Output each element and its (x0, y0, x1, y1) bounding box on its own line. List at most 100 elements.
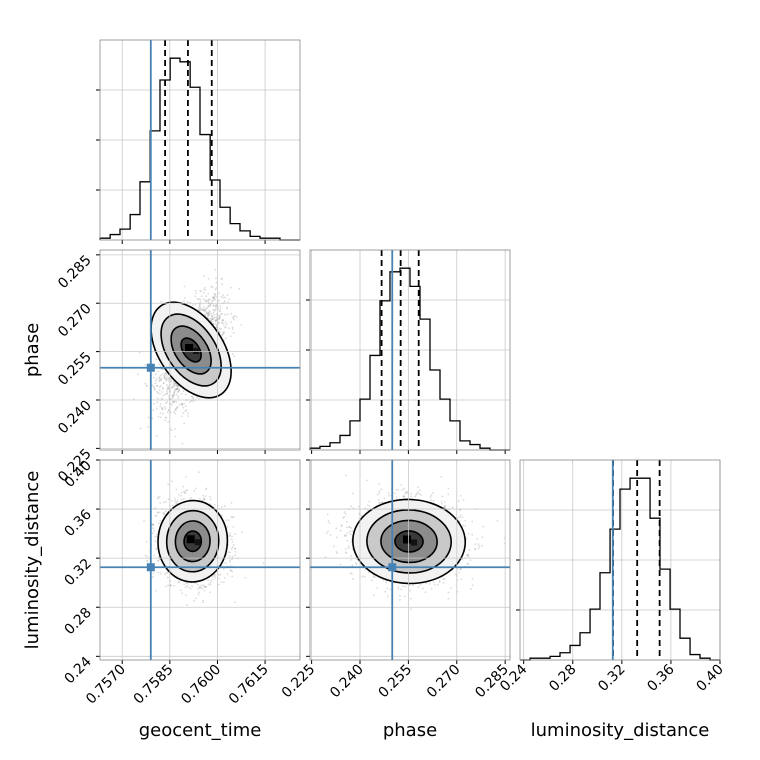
sample-point (205, 488, 208, 491)
sample-point (232, 331, 235, 334)
sample-point (211, 578, 214, 581)
sample-point (171, 385, 174, 388)
sample-point (175, 383, 178, 386)
sample-point (184, 393, 187, 396)
sample-point (207, 292, 209, 295)
sample-point (146, 384, 148, 387)
sample-point (174, 408, 177, 411)
density-peak (186, 535, 195, 544)
sample-point (350, 555, 353, 557)
sample-point (153, 529, 156, 532)
sample-point (171, 400, 174, 403)
sample-point (433, 581, 435, 584)
sample-point (167, 498, 170, 501)
sample-point (161, 386, 164, 389)
sample-point (201, 309, 203, 312)
sample-point (164, 393, 166, 396)
sample-point (167, 387, 169, 389)
sample-point (184, 475, 187, 478)
sample-point (170, 402, 172, 405)
sample-point (157, 397, 159, 400)
sample-point (224, 313, 226, 316)
scatter-layer (132, 268, 506, 611)
sample-point (335, 536, 338, 539)
sample-point (165, 378, 168, 381)
sample-point (163, 372, 166, 375)
sample-point (202, 584, 205, 587)
sample-point (221, 283, 224, 286)
sample-point (167, 483, 170, 486)
sample-point (229, 532, 231, 535)
sample-point (214, 306, 217, 308)
sample-point (177, 385, 180, 387)
sample-point (262, 562, 265, 564)
sample-point (379, 501, 381, 504)
sample-point (175, 388, 178, 390)
sample-point (214, 304, 217, 307)
sample-point (155, 358, 158, 361)
sample-point (215, 313, 218, 316)
sample-point (183, 402, 186, 405)
sample-point (172, 394, 175, 397)
sample-point (183, 490, 186, 493)
sample-point (208, 309, 211, 312)
sample-point (190, 395, 193, 398)
sample-point (174, 500, 176, 502)
sample-point (209, 498, 212, 501)
sample-point (162, 501, 165, 504)
sample-point (190, 399, 192, 402)
sample-point (153, 554, 156, 557)
sample-point (232, 525, 235, 528)
sample-point (155, 377, 158, 380)
sample-point (171, 394, 174, 397)
density-panel (143, 471, 265, 607)
sample-point (211, 296, 214, 299)
sample-point (206, 306, 209, 309)
sample-point (162, 394, 165, 397)
sample-point (157, 415, 160, 418)
sample-point (406, 490, 408, 493)
sample-point (328, 522, 331, 525)
sample-point (213, 297, 215, 300)
sample-point (164, 376, 166, 379)
sample-point (172, 396, 174, 398)
sample-point (161, 408, 164, 411)
sample-point (459, 514, 462, 517)
sample-point (146, 560, 149, 563)
sample-point (176, 384, 179, 387)
sample-point (159, 385, 162, 388)
sample-point (458, 571, 461, 574)
sample-point (472, 584, 474, 587)
sample-point (226, 307, 229, 310)
sample-point (139, 427, 142, 430)
sample-point (218, 331, 221, 334)
sample-point (222, 332, 225, 335)
sample-point (152, 376, 155, 379)
sample-point (176, 391, 179, 394)
sample-point (215, 304, 218, 306)
sample-point (205, 295, 207, 298)
sample-point (158, 376, 161, 379)
sample-point (179, 589, 182, 592)
sample-point (174, 388, 177, 391)
sample-point (175, 488, 178, 491)
sample-point (218, 330, 221, 333)
sample-point (378, 502, 381, 504)
sample-point (230, 548, 233, 550)
sample-point (170, 386, 173, 389)
sample-point (207, 298, 210, 301)
sample-point (232, 316, 235, 318)
sample-point (244, 576, 247, 579)
sample-point (205, 299, 207, 302)
sample-point (220, 581, 223, 584)
sample-point (226, 526, 229, 528)
sample-point (198, 305, 201, 308)
sample-point (173, 390, 176, 393)
sample-point (207, 300, 209, 303)
sample-point (157, 560, 160, 562)
sample-point (137, 373, 139, 376)
sample-point (199, 298, 202, 301)
sample-point (177, 395, 180, 398)
sample-point (233, 318, 235, 321)
sample-point (203, 589, 206, 592)
